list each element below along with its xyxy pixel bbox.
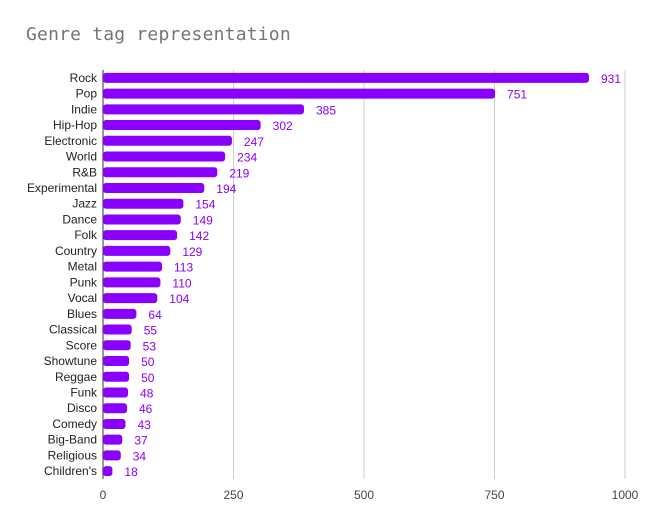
value-label: 110 xyxy=(172,276,191,290)
bar xyxy=(103,88,496,99)
bar xyxy=(103,434,123,445)
value-label: 194 xyxy=(216,182,236,196)
x-tick-labels: 0 250 500 750 1000 xyxy=(100,488,639,502)
value-label: 104 xyxy=(169,292,189,306)
value-label: 154 xyxy=(195,198,215,212)
category-label: Metal xyxy=(68,260,97,274)
category-label: Blues xyxy=(67,307,97,321)
category-label: Experimental xyxy=(27,181,97,195)
category-label: Punk xyxy=(70,275,98,289)
chart-title: Genre tag representation xyxy=(26,24,291,45)
category-label: Electronic xyxy=(44,134,97,148)
category-label: R&B xyxy=(72,165,97,179)
bar xyxy=(103,245,171,256)
category-label: Children's xyxy=(44,464,97,478)
bar xyxy=(103,261,162,272)
x-tick-label: 0 xyxy=(100,488,107,502)
value-label: 34 xyxy=(133,449,147,463)
category-label: Jazz xyxy=(72,197,97,211)
category-label: Dance xyxy=(62,212,97,226)
bar xyxy=(103,450,121,461)
x-tick-label: 750 xyxy=(484,488,504,502)
gridlines xyxy=(102,70,626,479)
category-label: World xyxy=(66,150,97,164)
value-label: 55 xyxy=(144,324,158,338)
category-label: Vocal xyxy=(68,291,97,305)
bar xyxy=(103,104,304,115)
value-label: 53 xyxy=(143,339,157,353)
value-label: 931 xyxy=(601,72,621,86)
bar xyxy=(103,72,589,83)
x-tick-label: 250 xyxy=(223,488,243,502)
value-label: 302 xyxy=(273,119,293,133)
category-label: Rock xyxy=(70,71,98,85)
category-label: Score xyxy=(66,338,98,352)
bar xyxy=(103,324,132,335)
value-label: 113 xyxy=(174,261,193,275)
bar xyxy=(103,387,129,398)
bar xyxy=(103,418,126,429)
category-label: Hip-Hop xyxy=(53,118,97,132)
category-label: Country xyxy=(55,244,97,258)
bar xyxy=(103,340,131,351)
value-label: 149 xyxy=(193,213,213,227)
value-label: 234 xyxy=(237,151,257,165)
category-label: Folk xyxy=(74,228,98,242)
value-label: 37 xyxy=(134,434,148,448)
value-label: 64 xyxy=(148,308,162,322)
bar xyxy=(103,403,128,414)
category-label: Classical xyxy=(49,323,97,337)
x-tick-label: 1000 xyxy=(612,488,639,502)
bar xyxy=(103,151,226,162)
bar xyxy=(103,214,181,225)
value-label: 385 xyxy=(316,103,336,117)
value-labels: 9317513853022472342191941541491421291131… xyxy=(124,72,621,479)
bar xyxy=(103,182,205,193)
category-label: Comedy xyxy=(52,417,97,431)
value-label: 129 xyxy=(182,245,202,259)
category-label: Pop xyxy=(76,87,98,101)
bar xyxy=(103,371,130,382)
value-label: 50 xyxy=(141,355,155,369)
category-label: Religious xyxy=(48,448,97,462)
bar xyxy=(103,135,232,146)
value-label: 751 xyxy=(507,88,527,102)
bar xyxy=(103,466,113,477)
value-label: 50 xyxy=(141,371,155,385)
bar xyxy=(103,120,261,131)
value-label: 46 xyxy=(139,402,153,416)
value-label: 219 xyxy=(229,166,249,180)
bar xyxy=(103,198,184,209)
category-label: Funk xyxy=(70,385,98,399)
category-label: Indie xyxy=(71,102,97,116)
bar xyxy=(103,308,137,319)
category-label: Big-Band xyxy=(48,433,97,447)
category-label: Showtune xyxy=(44,354,98,368)
value-label: 48 xyxy=(140,386,154,400)
bar xyxy=(103,293,158,304)
value-label: 18 xyxy=(124,465,138,479)
bar xyxy=(103,356,130,367)
x-tick-label: 500 xyxy=(354,488,374,502)
bar xyxy=(103,230,178,241)
value-label: 247 xyxy=(244,135,264,149)
bar xyxy=(103,167,218,178)
category-label: Disco xyxy=(67,401,97,415)
value-label: 142 xyxy=(189,229,209,243)
bars xyxy=(103,72,589,477)
category-label: Reggae xyxy=(55,370,97,384)
bar xyxy=(103,277,161,288)
value-label: 43 xyxy=(137,418,151,432)
